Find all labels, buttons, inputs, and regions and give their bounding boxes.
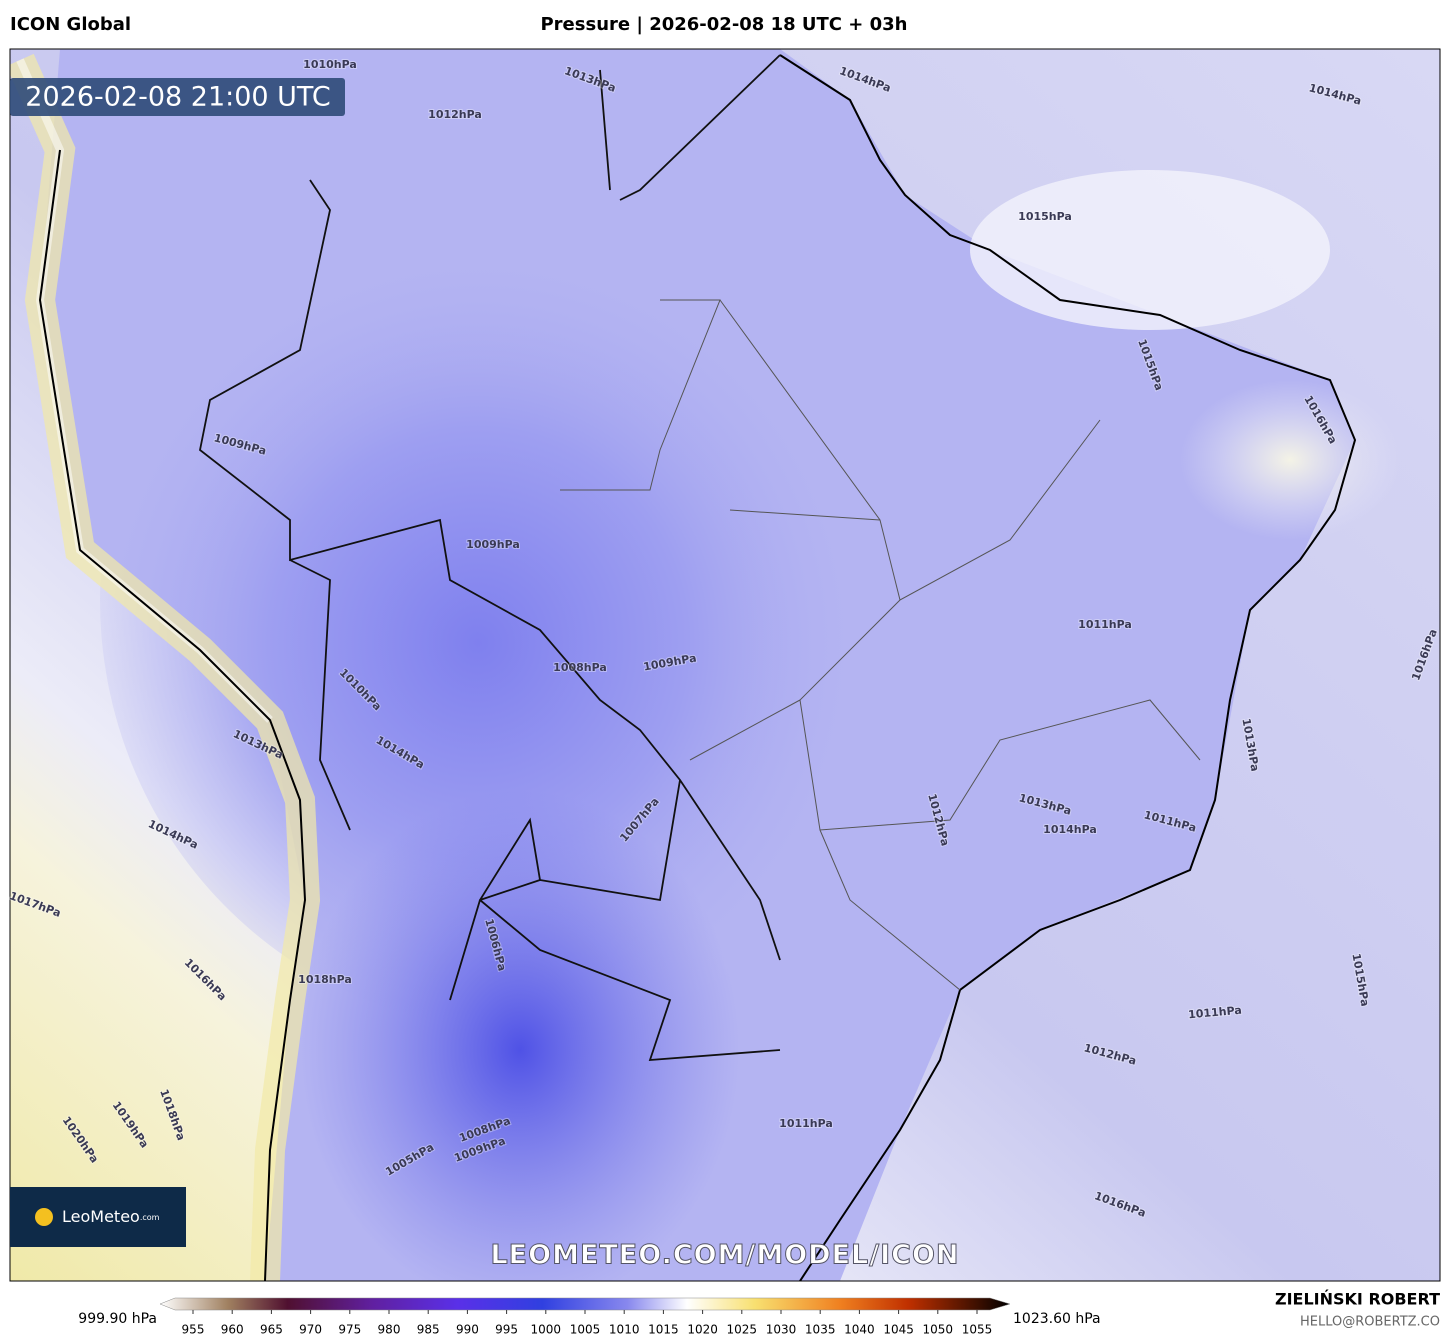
- contact: HELLO@ROBERTZ.CO: [1300, 1315, 1440, 1330]
- colorbar-tick-label: 1030: [766, 1323, 797, 1337]
- map-area: [10, 49, 1440, 1281]
- colorbar-tick-label: 1040: [844, 1323, 875, 1337]
- colorbar-tick-label: 960: [221, 1323, 244, 1337]
- colorbar-tick-label: 1005: [570, 1323, 601, 1337]
- colorbar-tick-label: 1035: [805, 1323, 836, 1337]
- logo-sun: [35, 1208, 53, 1226]
- contour-label: 1010hPa: [303, 58, 357, 71]
- colorbar-tick-label: 975: [338, 1323, 361, 1337]
- chart-title: Pressure | 2026-02-08 18 UTC + 03h: [540, 14, 907, 35]
- colorbar-tick-label: 955: [182, 1323, 205, 1337]
- colorbar-tick-label: 1020: [687, 1323, 718, 1337]
- colorbar-tick-label: 985: [417, 1323, 440, 1337]
- colorbar-ticks: 955 960 965 970 975 980 985 990 995 1000 1005 1010 1…: [182, 1310, 993, 1337]
- model-name: ICON Global: [10, 14, 131, 35]
- contour-label: 1011hPa: [779, 1117, 833, 1130]
- timestamp-box: [10, 78, 345, 116]
- colorbar-tick-label: 970: [299, 1323, 322, 1337]
- contour-label: 1011hPa: [1188, 1004, 1243, 1022]
- colorbar-tick-label: 1045: [883, 1323, 914, 1337]
- watermark: LEOMETEO.COM/MODEL/ICON: [490, 1240, 959, 1271]
- colorbar-tick-label: 1055: [962, 1323, 993, 1337]
- colorbar-tick-label: 1010: [609, 1323, 640, 1337]
- contour-label: 1011hPa: [1078, 618, 1132, 631]
- author: ZIELIŃSKI ROBERT: [1275, 1290, 1440, 1309]
- colorbar-tick-label: 990: [456, 1323, 479, 1337]
- logo: LeoMeteo.com: [62, 1207, 160, 1226]
- colorbar-tick-label: 980: [378, 1323, 401, 1337]
- timestamp: 2026-02-08 21:00 UTC: [25, 82, 330, 113]
- colorbar-tick-label: 1050: [923, 1323, 954, 1337]
- colorbar-max: 1023.60 hPa: [1013, 1311, 1101, 1327]
- colorbar-tick-label: 1025: [727, 1323, 758, 1337]
- colorbar-tick-label: 1015: [648, 1323, 679, 1337]
- colorbar: [159, 1297, 1011, 1311]
- contour-label: 1014hPa: [1043, 823, 1097, 836]
- contour-label: 1015hPa: [1018, 210, 1072, 223]
- colorbar-tick-label: 1000: [531, 1323, 562, 1337]
- contour-label: 1009hPa: [466, 538, 520, 551]
- contour-label: 1018hPa: [298, 973, 352, 986]
- colorbar-tick-label: 965: [260, 1323, 283, 1337]
- colorbar-min: 999.90 hPa: [78, 1311, 157, 1327]
- colorbar-tick-label: 995: [495, 1323, 518, 1337]
- contour-label: 1012hPa: [428, 108, 482, 121]
- contour-label: 1008hPa: [553, 661, 607, 674]
